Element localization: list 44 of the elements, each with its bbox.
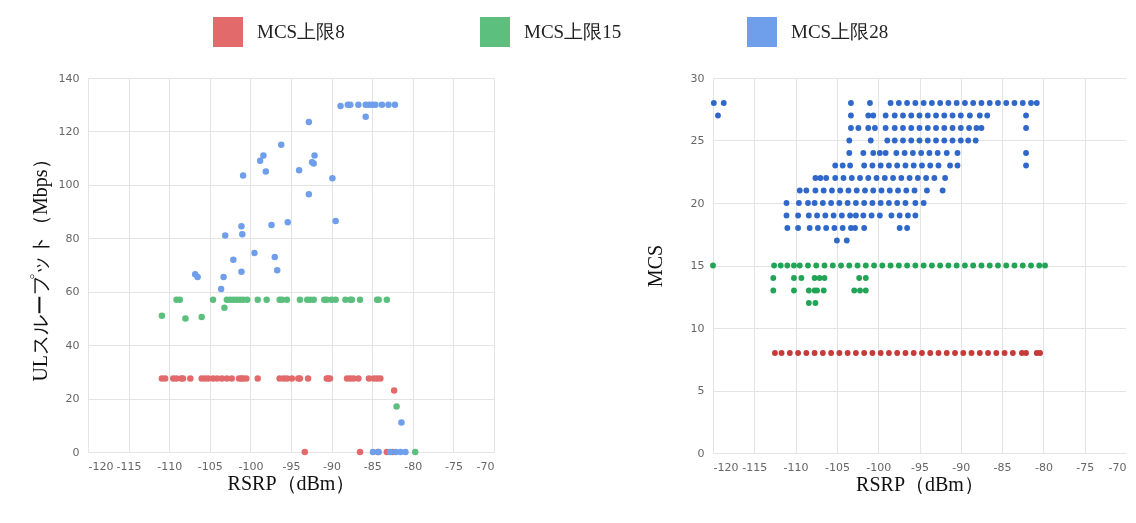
y-axis-title: ULスループット（Mbps）	[28, 149, 52, 382]
x-tick-label: -120	[713, 460, 739, 474]
x-tick-label: -90	[952, 460, 971, 474]
x-tick-label: -80	[1034, 460, 1053, 474]
x-tick-label: -85	[363, 459, 382, 473]
x-tick-label: -70	[476, 459, 495, 473]
y-tick-label: 10	[690, 321, 705, 335]
y-tick-label: 5	[697, 384, 705, 397]
x-tick-label: -75	[444, 459, 463, 473]
x-tick-label: -115	[116, 459, 142, 473]
y-axis-title: MCS	[643, 244, 666, 288]
y-tick-label: 140	[58, 71, 80, 85]
x-tick-label: -90	[323, 459, 342, 473]
y-tick-label: 0	[697, 446, 705, 460]
x-tick-label: -95	[911, 460, 929, 474]
x-tick-label: -95	[282, 459, 301, 473]
x-tick-label: -110	[157, 459, 183, 473]
y-tick-label: 100	[58, 178, 80, 192]
legend-label: MCS上限28	[791, 21, 889, 42]
x-tick-label: -120	[88, 459, 114, 473]
x-tick-label: -100	[866, 460, 892, 474]
x-tick-label: -85	[993, 460, 1012, 474]
y-tick-label: 120	[58, 124, 80, 138]
legend-label: MCS上限15	[524, 21, 622, 42]
x-tick-label: -80	[404, 459, 423, 473]
x-tick-label: -75	[1076, 460, 1095, 474]
x-tick-label: -110	[783, 460, 809, 474]
y-tick-label: 80	[65, 231, 80, 245]
y-tick-label: 25	[690, 134, 705, 147]
x-tick-label: -70	[1108, 460, 1127, 474]
y-tick-label: 40	[65, 338, 80, 352]
x-axis-title: RSRP（dBm）	[856, 472, 984, 495]
x-tick-label: -100	[238, 459, 264, 473]
y-tick-label: 20	[65, 392, 80, 406]
y-tick-label: 15	[690, 259, 705, 272]
x-tick-label: -115	[742, 460, 768, 474]
x-tick-label: -105	[824, 460, 850, 474]
y-tick-label: 60	[65, 285, 80, 299]
y-tick-label: 30	[690, 71, 705, 85]
x-tick-label: -105	[197, 459, 223, 473]
x-axis-title: RSRP（dBm）	[227, 471, 356, 494]
legend-label: MCS上限8	[257, 21, 345, 42]
y-tick-label: 0	[72, 445, 80, 459]
y-tick-label: 20	[690, 196, 705, 210]
